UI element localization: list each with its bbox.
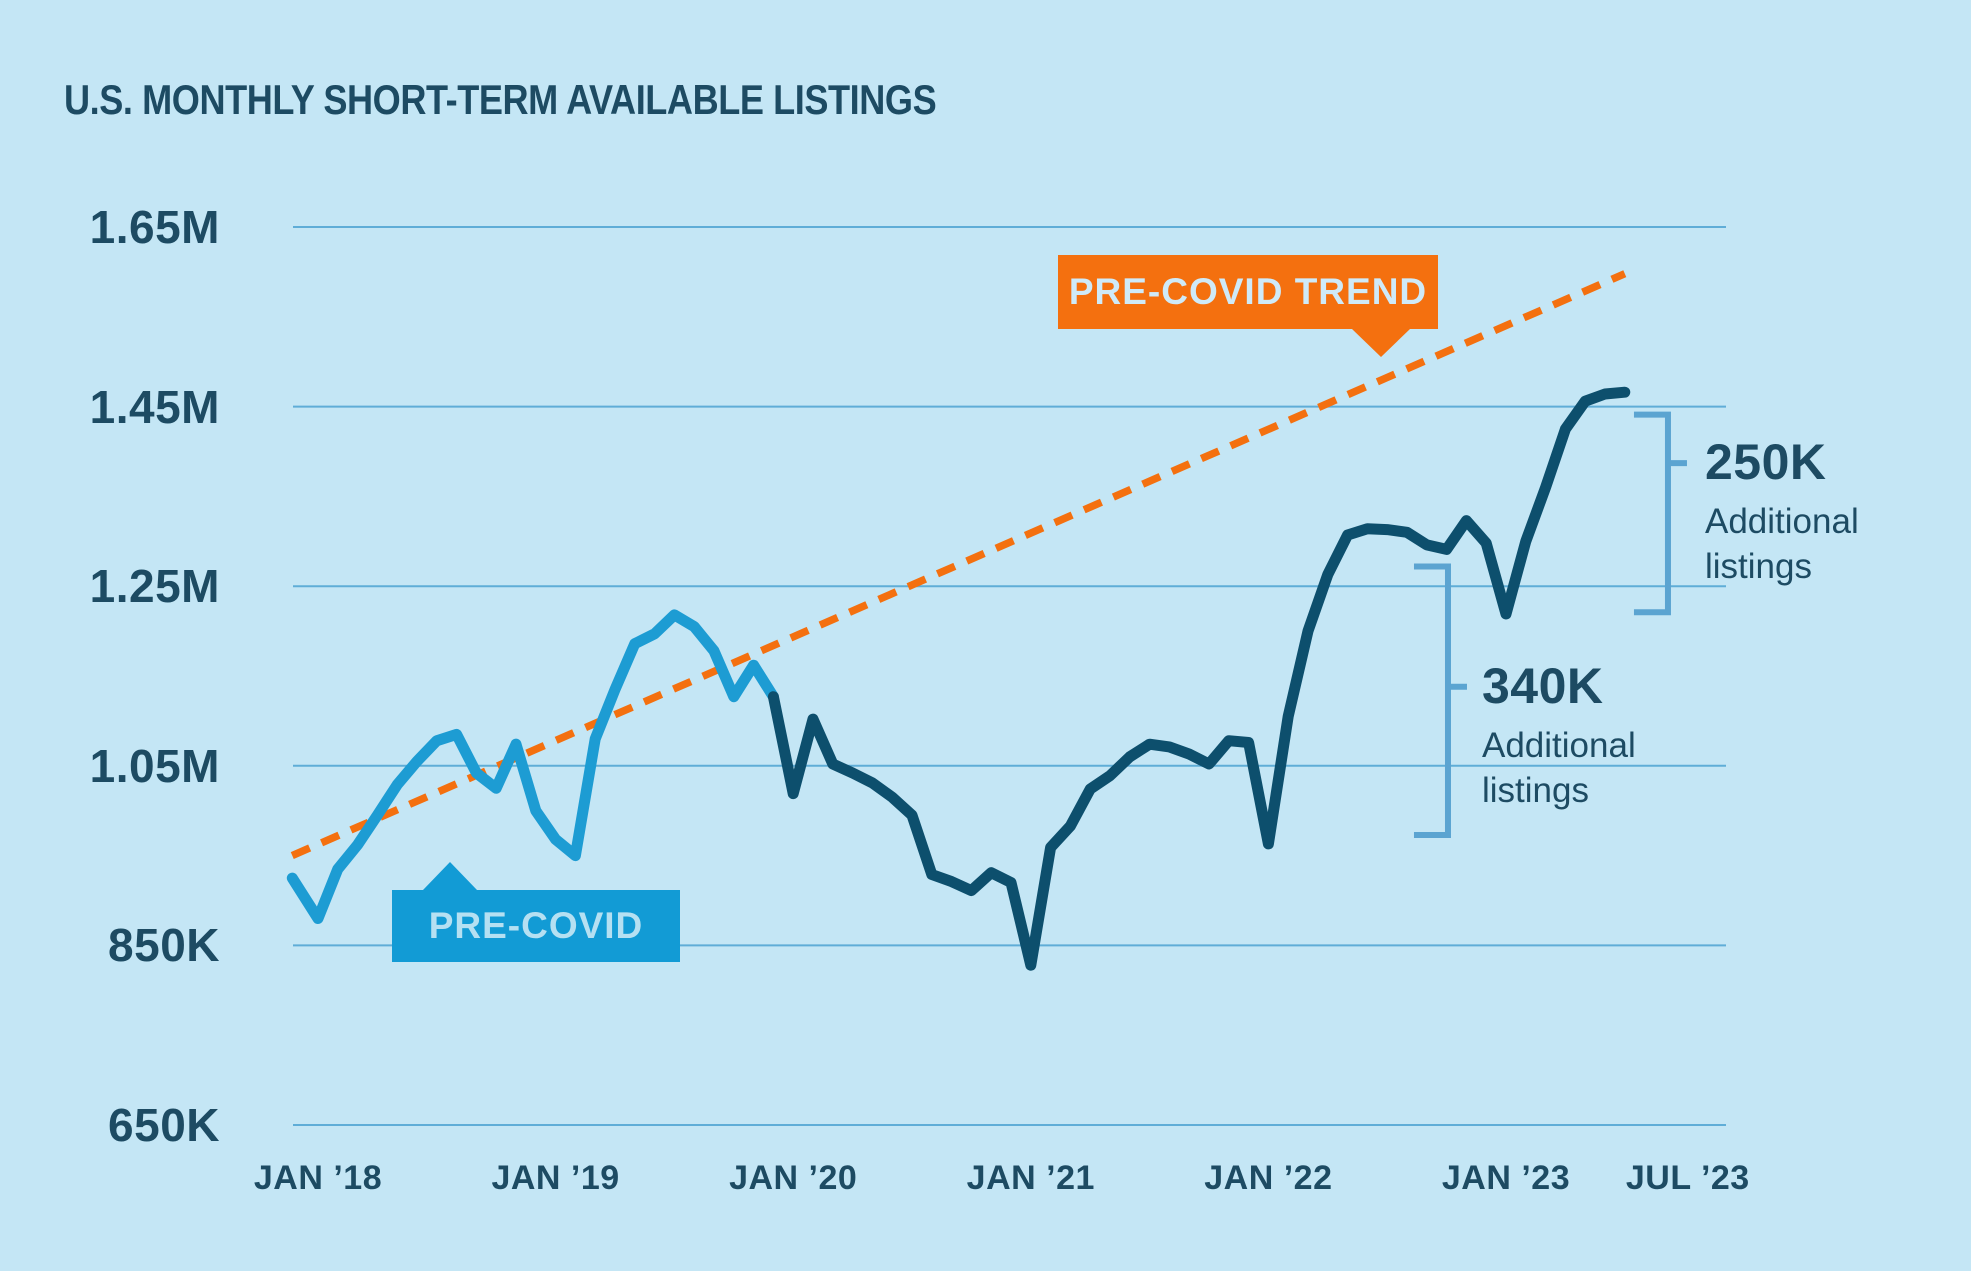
pre-covid-trend-callout: PRE-COVID TREND — [1058, 255, 1438, 357]
pre-covid-callout: PRE-COVID — [392, 862, 680, 962]
gain-250k-value: 250K — [1705, 434, 1827, 490]
callout-tail-up — [423, 862, 477, 890]
gain-340k-annotation: 340K Additional listings — [1482, 661, 1712, 813]
callout-tail-down — [1352, 329, 1410, 357]
x-tick-label: JUL ’23 — [1625, 1159, 1750, 1197]
x-tick-label: JAN ’18 — [253, 1159, 383, 1197]
x-tick-label: JAN ’23 — [1441, 1159, 1571, 1197]
y-tick-label: 850K — [108, 919, 220, 972]
pre-covid-trend-callout-label: PRE-COVID TREND — [1068, 271, 1428, 312]
x-tick-label: JAN ’21 — [966, 1159, 1095, 1197]
x-tick-label: JAN ’20 — [729, 1159, 858, 1197]
series-post-covid — [767, 386, 1631, 971]
y-tick-label: 650K — [108, 1099, 220, 1151]
y-tick-label: 1.05M — [89, 739, 220, 792]
page-title: U.S. MONTHLY SHORT-TERM AVAILABLE LISTIN… — [64, 76, 937, 123]
gain-340k-bracket — [1413, 563, 1467, 838]
gain-250k-annotation: 250K Additional listings — [1705, 437, 1935, 589]
x-tick-label: JAN ’19 — [491, 1159, 620, 1197]
gain-340k-caption: Additional listings — [1482, 726, 1636, 810]
gain-250k-caption: Additional listings — [1705, 502, 1859, 586]
y-tick-label: 1.25M — [89, 560, 220, 613]
series-pre-covid — [286, 609, 779, 924]
y-tick-label: 1.65M — [89, 201, 220, 253]
pre-covid-callout-label: PRE-COVID — [428, 905, 644, 946]
gain-340k-value: 340K — [1482, 658, 1604, 714]
gain-250k-bracket — [1633, 411, 1687, 616]
y-tick-label: 1.45M — [89, 380, 220, 433]
x-tick-label: JAN ’22 — [1204, 1159, 1333, 1197]
